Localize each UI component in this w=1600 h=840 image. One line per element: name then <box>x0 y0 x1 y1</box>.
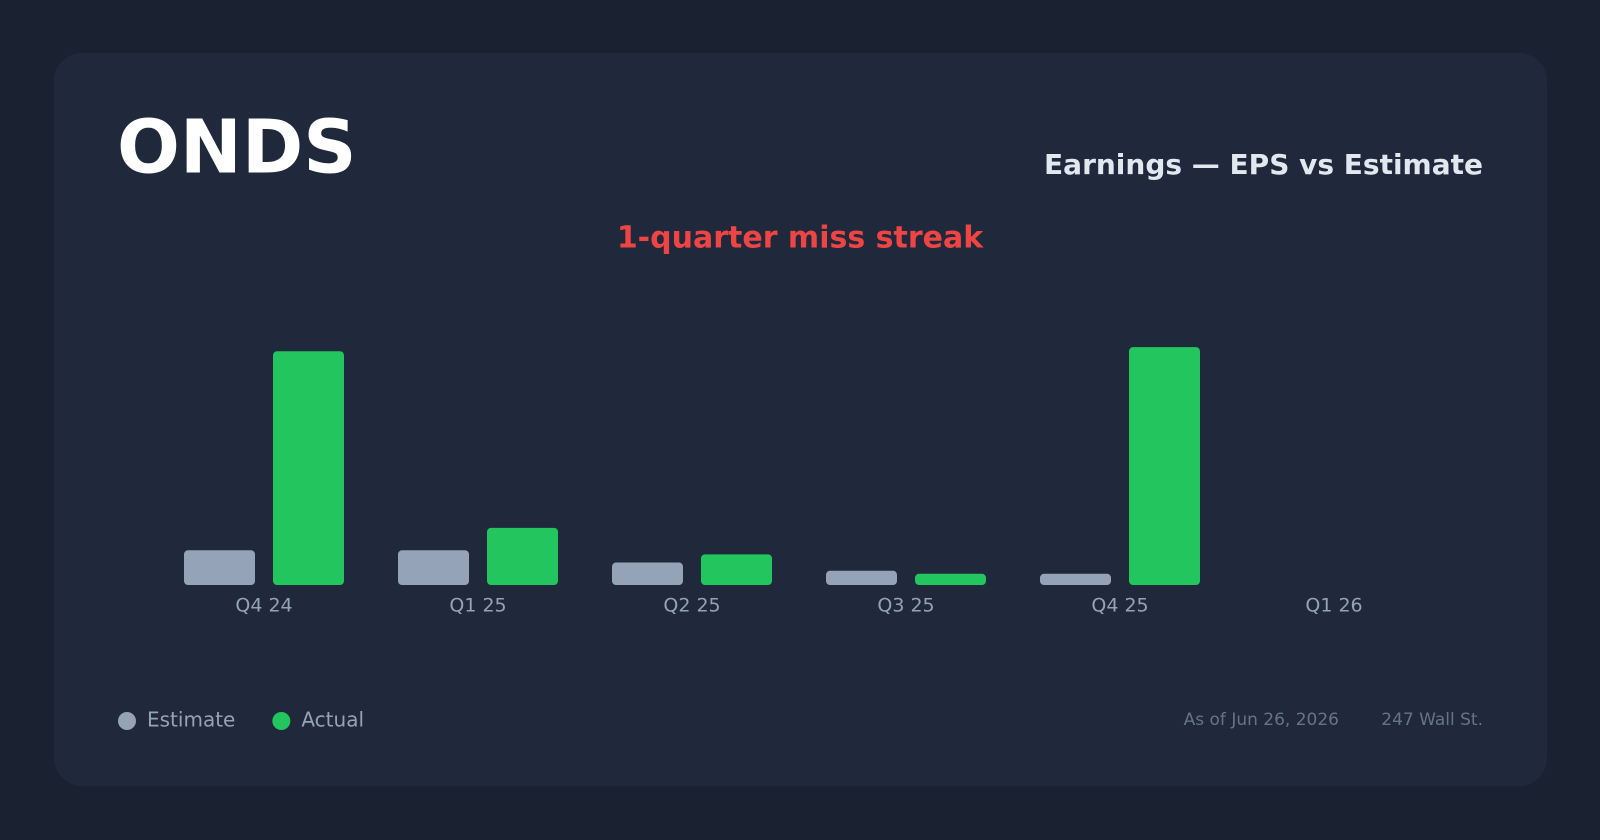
bar <box>398 550 469 585</box>
x-tick-label: Q4 24 <box>235 595 292 617</box>
legend-swatch <box>272 712 291 730</box>
legend-swatch <box>118 712 136 730</box>
bar <box>612 562 683 585</box>
x-tick-label: Q1 25 <box>449 595 506 617</box>
bar <box>915 573 986 585</box>
bar <box>273 351 344 585</box>
legend-label: Estimate <box>147 708 235 732</box>
bar <box>1040 573 1111 585</box>
footer-source: 247 Wall St. <box>1381 710 1483 730</box>
x-tick-label: Q1 26 <box>1305 595 1362 617</box>
annotation: 1-quarter miss streak <box>617 221 984 256</box>
chart-subtitle: Earnings — EPS vs Estimate <box>1044 148 1483 181</box>
x-tick-label: Q3 25 <box>877 595 934 617</box>
x-tick-label: Q2 25 <box>663 595 720 617</box>
chart-title: ONDS <box>117 105 357 191</box>
card <box>54 53 1547 786</box>
legend-label: Actual <box>301 708 364 732</box>
bar <box>487 527 558 585</box>
bar <box>826 570 897 585</box>
bar <box>184 550 255 585</box>
footer-date: As of Jun 26, 2026 <box>1184 710 1339 730</box>
bar <box>701 554 772 585</box>
bar <box>1129 347 1200 585</box>
x-tick-label: Q4 25 <box>1091 595 1148 617</box>
